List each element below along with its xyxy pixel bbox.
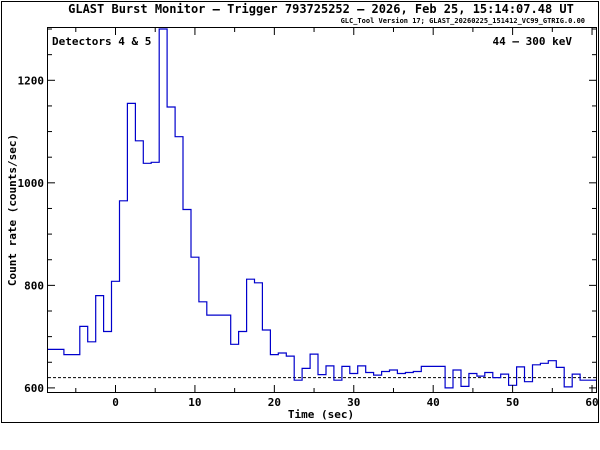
x-tick-label: 10 (188, 396, 201, 409)
detectors-annotation: Detectors 4 & 5 (52, 35, 151, 48)
x-axis-label: Time (sec) (288, 408, 354, 421)
y-tick-label: 1000 (18, 177, 45, 190)
y-tick-label: 1200 (18, 74, 45, 87)
energy-range-annotation: 44 – 300 keV (493, 35, 573, 48)
chart-title: GLAST Burst Monitor – Trigger 793725252 … (68, 2, 574, 16)
x-axis-ticks: 0 10 20 30 40 50 60 (75, 28, 599, 409)
x-tick-label: 20 (268, 396, 281, 409)
count-rate-series-line (48, 28, 596, 389)
y-tick-label: 800 (24, 279, 44, 292)
x-tick-label: 0 (112, 396, 119, 409)
outer-frame (1, 1, 599, 423)
x-tick-label: 50 (506, 396, 519, 409)
x-tick-label: 40 (427, 396, 440, 409)
plot-frame (47, 27, 597, 393)
x-tick-label: 30 (347, 396, 360, 409)
y-axis-ticks: 600 800 1000 1200 (18, 28, 596, 395)
y-axis-label: Count rate (counts/sec) (6, 134, 19, 286)
x-tick-label: 60 (585, 396, 598, 409)
y-tick-label: 600 (24, 382, 44, 395)
chart-subtitle: GLC_Tool Version 17; GLAST_20260225_1514… (341, 17, 585, 25)
